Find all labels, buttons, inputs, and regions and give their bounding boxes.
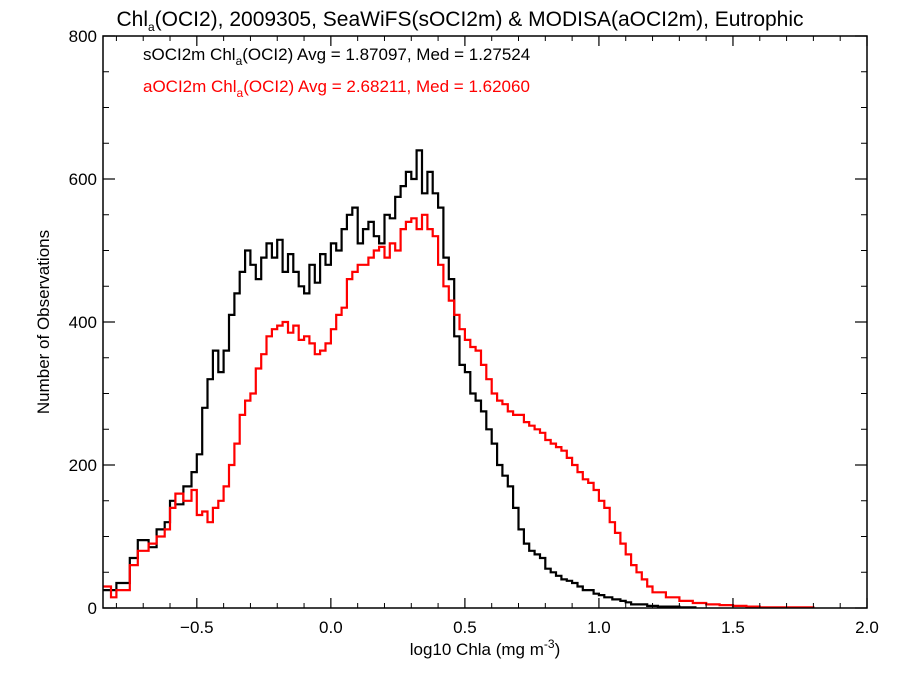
- x-tick-label: 2.0: [855, 618, 879, 637]
- plot-frame: [102, 35, 868, 609]
- legend-entry-aOCI2m: aOCI2m Chla(OCI2) Avg = 2.68211, Med = 1…: [143, 77, 530, 100]
- series-line-sOCI2m: [103, 149, 697, 609]
- y-tick-label: 600: [69, 170, 97, 189]
- x-tick-label: −0.5: [180, 618, 214, 637]
- y-tick-label: 0: [88, 599, 97, 618]
- x-axis-label: log10 Chla (mg m-3): [410, 637, 561, 659]
- series-line-aOCI2m: [103, 213, 815, 609]
- legend-entry-sOCI2m: sOCI2m Chla(OCI2) Avg = 1.87097, Med = 1…: [143, 45, 530, 68]
- chart-title: Chla(OCI2), 2009305, SeaWiFS(sOCI2m) & M…: [116, 8, 803, 34]
- ticks-layer: −0.5 0.0 0.5 1.0 1.5 2.0 0 200 400 600 800: [69, 27, 879, 637]
- x-tick-label: 1.5: [721, 618, 745, 637]
- series-layer: [103, 149, 815, 609]
- legend: sOCI2m Chla(OCI2) Avg = 1.87097, Med = 1…: [143, 45, 530, 100]
- x-tick-label: 0.5: [453, 618, 477, 637]
- x-tick-label: 1.0: [587, 618, 611, 637]
- y-axis-label: Number of Observations: [34, 230, 53, 414]
- y-tick-label: 800: [69, 27, 97, 46]
- y-tick-label: 200: [69, 456, 97, 475]
- y-tick-label: 400: [69, 313, 97, 332]
- x-tick-label: 0.0: [319, 618, 343, 637]
